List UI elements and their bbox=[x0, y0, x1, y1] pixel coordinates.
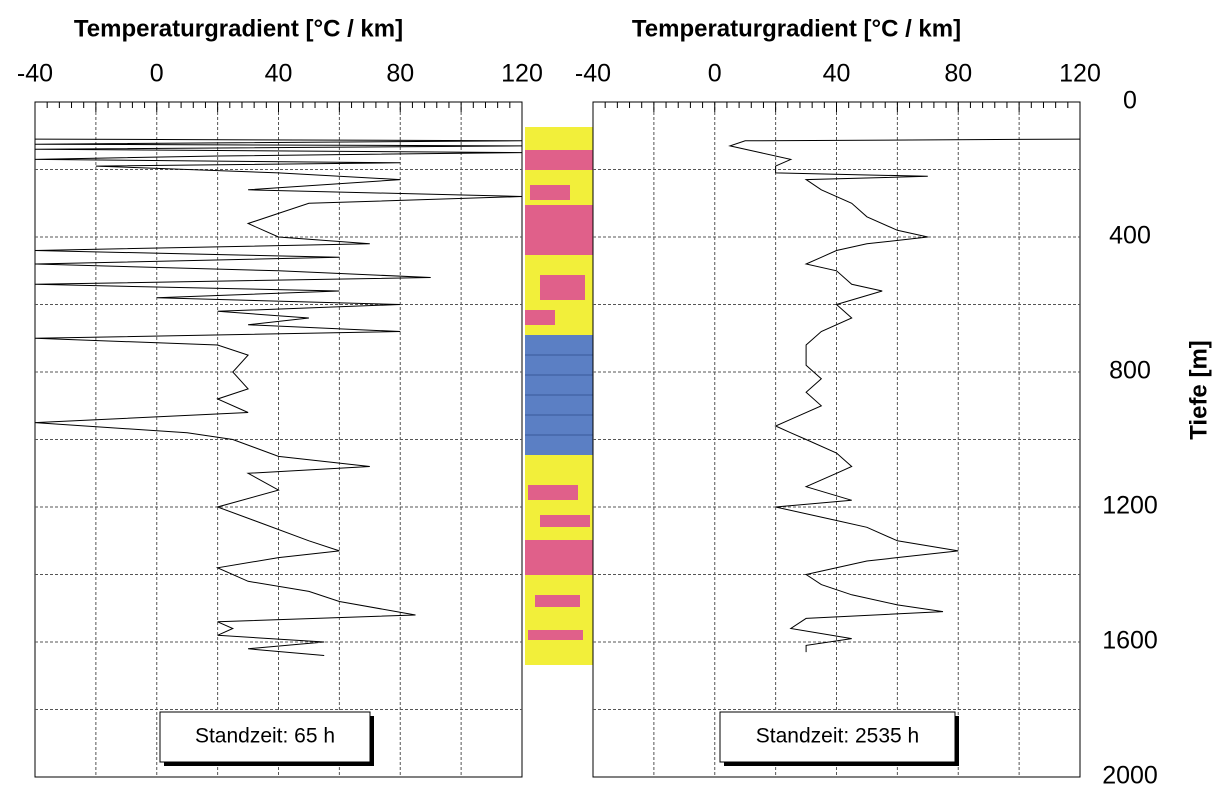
y-tick-label: 400 bbox=[1109, 222, 1151, 250]
x-tick-label: 40 bbox=[823, 60, 851, 88]
x-tick-label: 0 bbox=[708, 60, 722, 88]
x-tick-label: 0 bbox=[150, 60, 164, 88]
y-tick-label: 2000 bbox=[1102, 762, 1158, 790]
y-axis-label: Tiefe [m] bbox=[1185, 340, 1212, 440]
x-tick-label: -40 bbox=[17, 60, 53, 88]
x-tick-label: 80 bbox=[386, 60, 414, 88]
annotation-box bbox=[159, 711, 371, 763]
annotation: Standzeit: 65 h bbox=[195, 725, 335, 748]
gradient-line bbox=[34, 138, 523, 656]
x-tick-label: 80 bbox=[944, 60, 972, 88]
y-tick-label: 800 bbox=[1109, 357, 1151, 385]
y-tick-label: 1600 bbox=[1102, 627, 1158, 655]
gradient-line bbox=[728, 138, 1081, 653]
chart-title: Temperaturgradient [°C / km] bbox=[74, 15, 403, 42]
chart-title: Temperaturgradient [°C / km] bbox=[632, 15, 961, 42]
y-tick-label: 0 bbox=[1123, 87, 1137, 115]
annotation-box bbox=[719, 711, 956, 763]
x-tick-label: -40 bbox=[575, 60, 611, 88]
annotation: Standzeit: 2535 h bbox=[756, 725, 919, 748]
lithology-column bbox=[525, 127, 593, 665]
y-tick-label: 1200 bbox=[1102, 492, 1158, 520]
x-tick-label: 120 bbox=[1059, 60, 1101, 88]
x-tick-label: 40 bbox=[265, 60, 293, 88]
x-tick-label: 120 bbox=[501, 60, 543, 88]
